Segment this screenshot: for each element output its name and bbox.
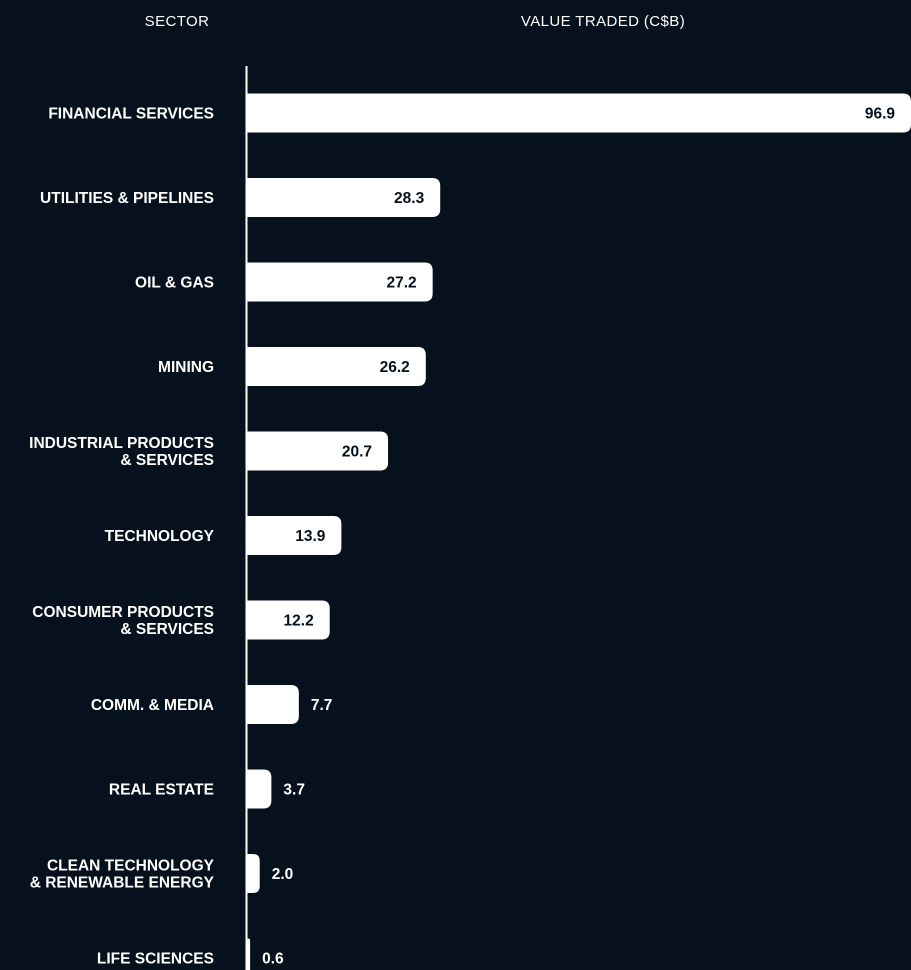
category-label-line: FINANCIAL SERVICES bbox=[48, 106, 214, 123]
value-label: 96.9 bbox=[865, 106, 896, 123]
category-label: UTILITIES & PIPELINES bbox=[40, 190, 214, 207]
category-label: CLEAN TECHNOLOGY & RENEWABLE ENERGY bbox=[30, 858, 215, 892]
category-label-line: CONSUMER PRODUCTS bbox=[32, 604, 214, 621]
category-label: MINING bbox=[158, 359, 214, 376]
category-label-line: INDUSTRIAL PRODUCTS bbox=[29, 435, 214, 452]
category-label-line: & SERVICES bbox=[120, 621, 214, 638]
category-label-line: TECHNOLOGY bbox=[105, 528, 215, 545]
category-label-line: UTILITIES & PIPELINES bbox=[40, 190, 214, 207]
bar bbox=[246, 769, 272, 809]
bar bbox=[246, 431, 389, 471]
category-label: LIFE SCIENCES bbox=[97, 951, 214, 968]
category-label: INDUSTRIAL PRODUCTS & SERVICES bbox=[29, 435, 214, 469]
category-label-line: REAL ESTATE bbox=[109, 782, 214, 799]
category-label: COMM. & MEDIA bbox=[91, 697, 214, 714]
category-label: TECHNOLOGY bbox=[105, 528, 215, 545]
value-label: 28.3 bbox=[394, 190, 425, 207]
bar bbox=[246, 854, 260, 893]
value-label: 26.2 bbox=[380, 359, 410, 376]
bars-group: FINANCIAL SERVICES 96.9 UTILITIES & PIPELI… bbox=[29, 93, 911, 970]
bar bbox=[246, 93, 911, 133]
category-label: CONSUMER PRODUCTS & SERVICES bbox=[32, 604, 214, 638]
bar bbox=[246, 600, 330, 640]
category-label-line: CLEAN TECHNOLOGY bbox=[47, 858, 215, 875]
category-label: OIL & GAS bbox=[135, 275, 214, 292]
bar bbox=[246, 347, 426, 386]
category-label-line: & RENEWABLE ENERGY bbox=[30, 875, 215, 892]
value-label: 20.7 bbox=[342, 444, 372, 461]
value-label: 2.0 bbox=[272, 866, 294, 883]
bar bbox=[246, 178, 441, 217]
bar bbox=[246, 516, 342, 555]
value-label: 12.2 bbox=[284, 613, 314, 630]
value-label: 13.9 bbox=[295, 528, 326, 545]
category-header: SECTOR bbox=[145, 13, 210, 30]
value-label: 3.7 bbox=[283, 782, 305, 799]
value-label: 7.7 bbox=[311, 697, 333, 714]
category-label-line: LIFE SCIENCES bbox=[97, 951, 214, 968]
bar bbox=[246, 262, 433, 302]
value-label: 0.6 bbox=[262, 951, 284, 968]
category-label: FINANCIAL SERVICES bbox=[48, 106, 214, 123]
bar bbox=[246, 685, 299, 724]
category-label-line: MINING bbox=[158, 359, 214, 376]
category-label: REAL ESTATE bbox=[109, 782, 214, 799]
category-label-line: OIL & GAS bbox=[135, 275, 214, 292]
category-label-line: COMM. & MEDIA bbox=[91, 697, 214, 714]
value-header: VALUE TRADED (C$B) bbox=[521, 13, 685, 30]
category-label-line: & SERVICES bbox=[120, 452, 214, 469]
value-label: 27.2 bbox=[386, 275, 416, 292]
